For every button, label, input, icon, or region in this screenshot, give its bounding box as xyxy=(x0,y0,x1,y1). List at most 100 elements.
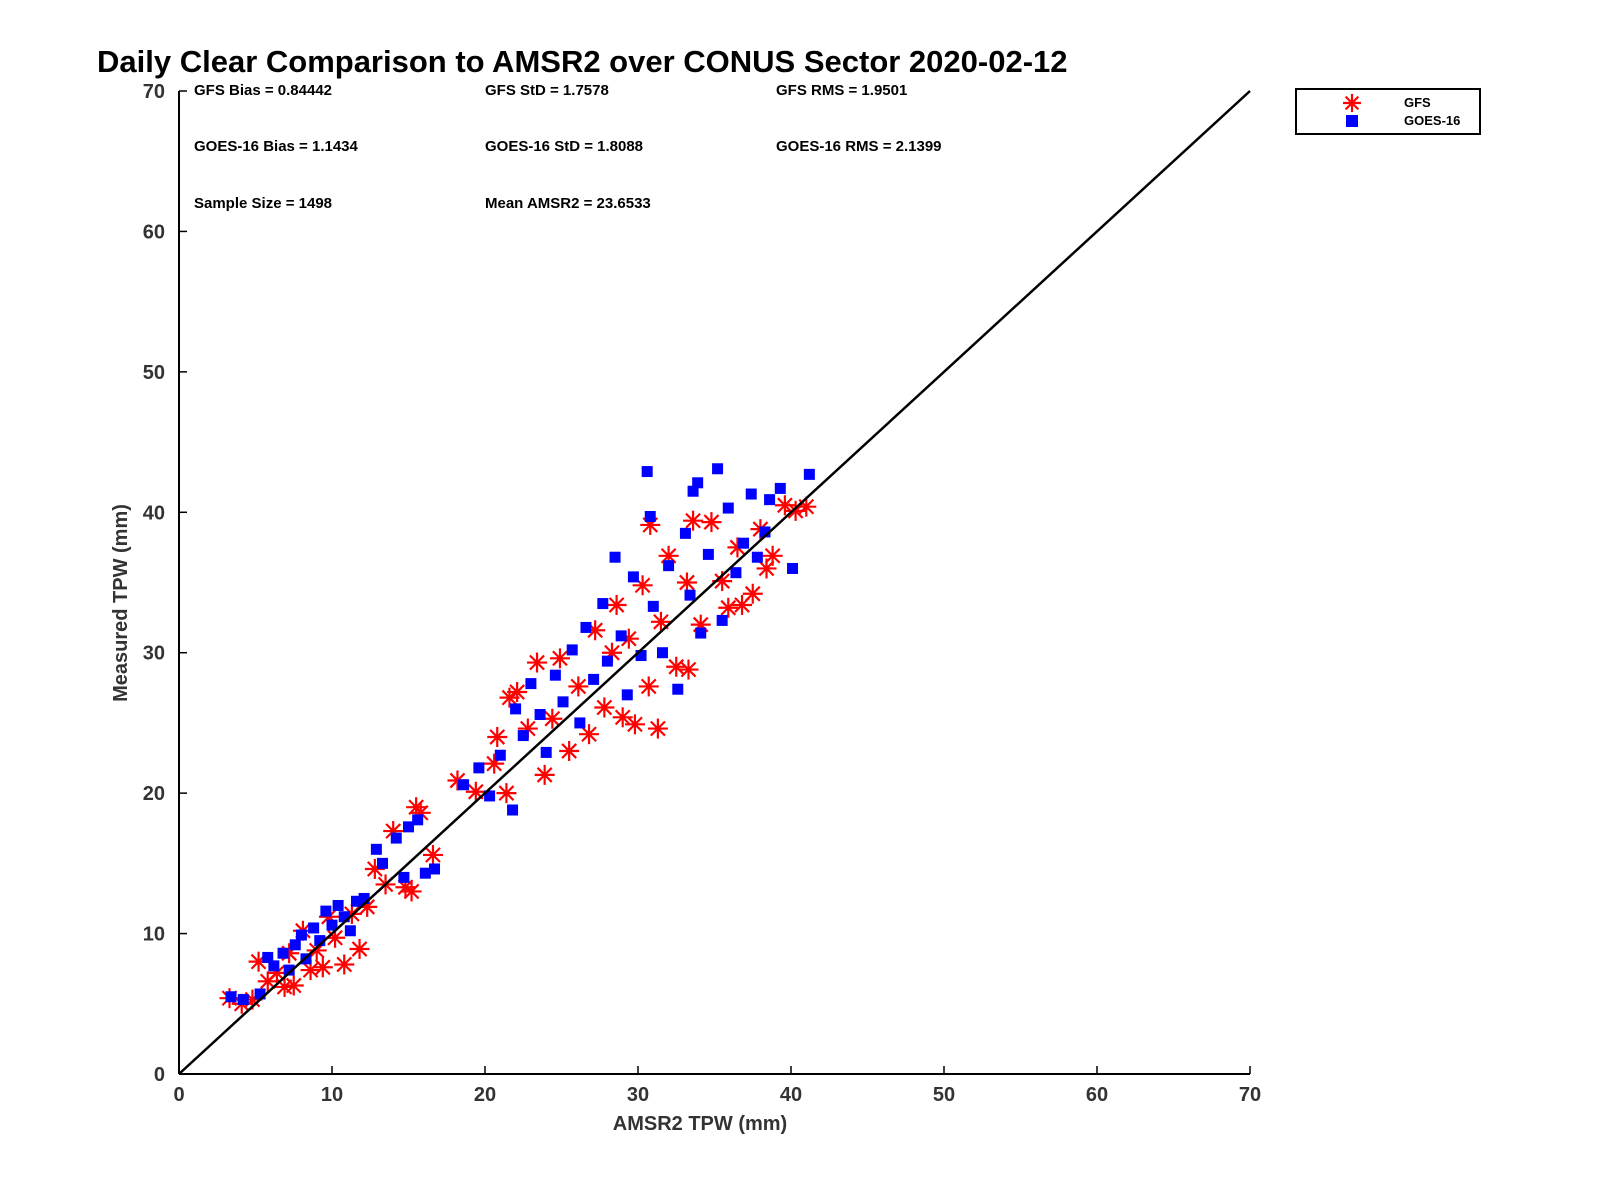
goes-16-point xyxy=(494,749,506,761)
goes-16-point xyxy=(549,669,561,681)
goes-16-point xyxy=(557,696,569,708)
goes-16-point xyxy=(429,863,441,875)
x-axis-label: AMSR2 TPW (mm) xyxy=(613,1113,787,1135)
goes-16-point xyxy=(601,655,613,667)
gfs-point xyxy=(579,724,600,745)
y-tick-label: 30 xyxy=(143,643,165,665)
goes-16-point xyxy=(695,627,707,639)
x-tick-label: 40 xyxy=(780,1084,802,1106)
gfs-point xyxy=(542,708,563,729)
goes-16-point xyxy=(534,709,546,721)
goes-16-point xyxy=(268,960,280,972)
goes-16-point xyxy=(525,678,537,690)
stat-gfs-bias: GFS Bias = 0.84442 xyxy=(194,82,332,99)
gfs-point xyxy=(606,594,627,615)
goes-16-point xyxy=(507,804,519,816)
goes-16-point xyxy=(358,892,370,904)
goes-16-point xyxy=(722,502,734,514)
x-tick-label: 50 xyxy=(933,1084,955,1106)
goes-16-point xyxy=(320,905,332,917)
goes-16-point xyxy=(588,673,600,685)
legend-box xyxy=(1295,88,1481,135)
gfs-point xyxy=(312,957,333,978)
gfs-point xyxy=(534,764,555,785)
gfs-point xyxy=(334,954,355,975)
goes-16-point xyxy=(730,567,742,579)
goes-16-point xyxy=(370,843,382,855)
y-axis-label: Measured TPW (mm) xyxy=(110,504,132,702)
goes-16-point xyxy=(621,689,633,701)
goes-16-point xyxy=(517,730,529,742)
goes-16-point xyxy=(635,650,647,662)
goes-16-point xyxy=(751,551,763,563)
stat-mean-amsr2: Mean AMSR2 = 23.6533 xyxy=(485,195,651,212)
goes-16-point xyxy=(644,510,656,522)
stat-goes-bias: GOES-16 Bias = 1.1434 xyxy=(194,138,359,155)
goes-16-point xyxy=(314,935,326,947)
goes-16-point xyxy=(574,717,586,729)
goes-16-point xyxy=(627,571,639,583)
gfs-point xyxy=(762,545,783,566)
x-tick-label: 0 xyxy=(173,1084,184,1106)
goes-16-point xyxy=(580,621,592,633)
goes-16-point xyxy=(803,468,815,480)
gfs-point xyxy=(484,753,505,774)
goes-16-point xyxy=(641,466,653,478)
goes-16-point xyxy=(647,600,659,612)
stat-gfs-rms: GFS RMS = 1.9501 xyxy=(776,82,907,99)
gfs-point xyxy=(422,844,443,865)
y-tick-label: 20 xyxy=(143,783,165,805)
gfs-point xyxy=(647,718,668,739)
stat-goes-std: GOES-16 StD = 1.8088 xyxy=(485,138,643,155)
gfs-point xyxy=(650,611,671,632)
chart-title: Daily Clear Comparison to AMSR2 over CON… xyxy=(97,44,1068,79)
x-tick-label: 60 xyxy=(1086,1084,1108,1106)
legend-goes16-square-icon xyxy=(1346,115,1358,127)
gfs-point xyxy=(638,676,659,697)
gfs-point xyxy=(676,572,697,593)
goes-16-point xyxy=(458,779,470,791)
goes-16-point xyxy=(687,485,699,497)
goes-16-point xyxy=(597,598,609,610)
goes-16-point xyxy=(484,790,496,802)
gfs-point xyxy=(487,726,508,747)
y-tick-label: 0 xyxy=(154,1064,165,1086)
gfs-point xyxy=(594,697,615,718)
goes-16-point xyxy=(277,947,289,959)
goes-16-point xyxy=(692,477,704,489)
one-to-one-reference-line xyxy=(178,90,1251,1075)
stat-sample-size: Sample Size = 1498 xyxy=(194,195,332,212)
stat-goes-rms: GOES-16 RMS = 2.1399 xyxy=(776,138,942,155)
goes-16-point xyxy=(283,964,295,976)
x-tick-label: 70 xyxy=(1239,1084,1261,1106)
x-tick-label: 10 xyxy=(321,1084,343,1106)
gfs-point xyxy=(496,783,517,804)
legend-gfs-label: GFS xyxy=(1404,95,1431,110)
gfs-point xyxy=(666,656,687,677)
stat-gfs-std: GFS StD = 1.7578 xyxy=(485,82,609,99)
gfs-point xyxy=(678,659,699,680)
goes-16-point xyxy=(787,562,799,574)
goes-16-point xyxy=(289,939,301,951)
goes-16-point xyxy=(609,551,621,563)
gfs-point xyxy=(612,707,633,728)
gfs-point xyxy=(774,495,795,516)
goes-16-point xyxy=(326,919,338,931)
tick-layer: 0 10 20 30 40 50 60 70 0 10 20 30 40 50 60 70 xyxy=(143,81,1261,1106)
gfs-point xyxy=(349,939,370,960)
goes-16-point xyxy=(332,899,344,911)
goes-16-point xyxy=(716,614,728,626)
goes-16-point xyxy=(540,746,552,758)
gfs-point xyxy=(742,583,763,604)
goes-16-point xyxy=(679,527,691,539)
goes-16-point xyxy=(254,988,266,1000)
goes-16-point xyxy=(672,683,684,695)
gfs-point xyxy=(527,652,548,673)
y-tick-label: 10 xyxy=(143,924,165,946)
goes-16-point xyxy=(473,762,485,774)
x-tick-label: 20 xyxy=(474,1084,496,1106)
goes-16-point xyxy=(350,895,362,907)
goes-16-point xyxy=(738,537,750,549)
gfs-point xyxy=(559,741,580,762)
